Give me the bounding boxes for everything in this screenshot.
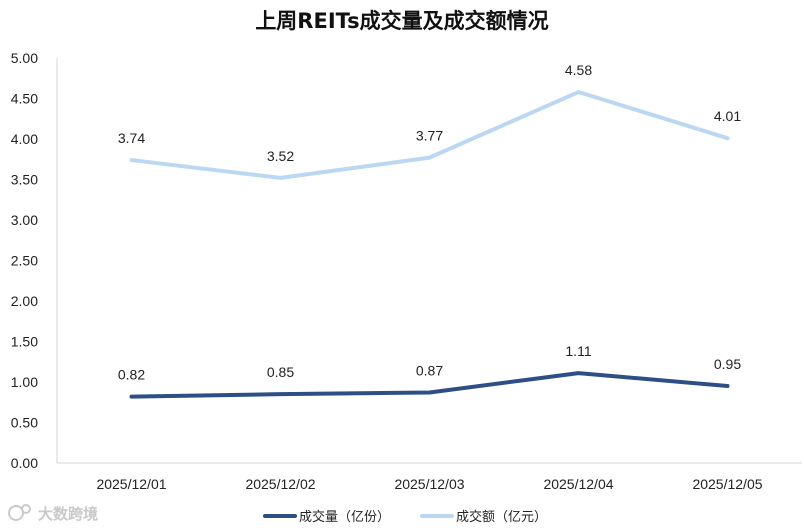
data-label: 4.58: [565, 62, 592, 78]
legend-item-1: 成交额（亿元）: [420, 509, 547, 525]
data-label: 3.77: [416, 128, 443, 144]
data-label: 3.74: [118, 130, 145, 146]
y-tick-label: 2.00: [11, 293, 38, 309]
watermark: 大数跨境: [8, 504, 98, 523]
data-label: 0.87: [416, 363, 443, 379]
y-tick-label: 5.00: [11, 50, 38, 66]
y-tick-label: 3.50: [11, 172, 38, 188]
data-label: 0.82: [118, 367, 145, 383]
data-label: 3.52: [267, 148, 294, 164]
y-tick-label: 0.00: [11, 455, 38, 471]
y-tick-label: 1.00: [11, 374, 38, 390]
data-label: 0.95: [714, 356, 741, 372]
y-tick-label: 4.00: [11, 131, 38, 147]
y-tick-label: 2.50: [11, 253, 38, 269]
y-tick-label: 4.50: [11, 91, 38, 107]
legend-item-0: 成交量（亿份）: [263, 509, 390, 525]
series-layer: [129, 90, 730, 399]
data-label: 4.01: [714, 108, 741, 124]
x-tick-label: 2025/12/01: [96, 476, 166, 492]
y-tick-label: 1.50: [11, 334, 38, 350]
chart-title: 上周REITs成交量及成交额情况: [255, 9, 548, 33]
x-tick-label: 2025/12/02: [245, 476, 315, 492]
legend-label: 成交额（亿元）: [456, 509, 547, 525]
data-label: 1.11: [565, 343, 591, 359]
x-tick-label: 2025/12/04: [543, 476, 613, 492]
watermark-text: 大数跨境: [38, 505, 98, 523]
watermark-logo-icon: [8, 504, 31, 521]
x-axis: 2025/12/01 2025/12/02 2025/12/03 2025/12/04…: [57, 462, 802, 492]
y-axis: 0.00 0.50 1.00 1.50 2.00 2.50 3.00 3.50 4.00 4.50…: [11, 50, 58, 471]
x-tick-label: 2025/12/03: [394, 476, 464, 492]
data-label-layer: 3.74 3.52 3.77 4.58 4.01 0.82 0.85 0.87 1.11 0.95: [118, 62, 741, 383]
data-label: 0.85: [267, 364, 294, 380]
legend: 成交量（亿份） 成交额（亿元）: [263, 509, 547, 525]
y-tick-label: 0.50: [11, 415, 38, 431]
y-tick-label: 3.00: [11, 212, 38, 228]
x-tick-label: 2025/12/05: [692, 476, 762, 492]
legend-label: 成交量（亿份）: [299, 509, 390, 525]
